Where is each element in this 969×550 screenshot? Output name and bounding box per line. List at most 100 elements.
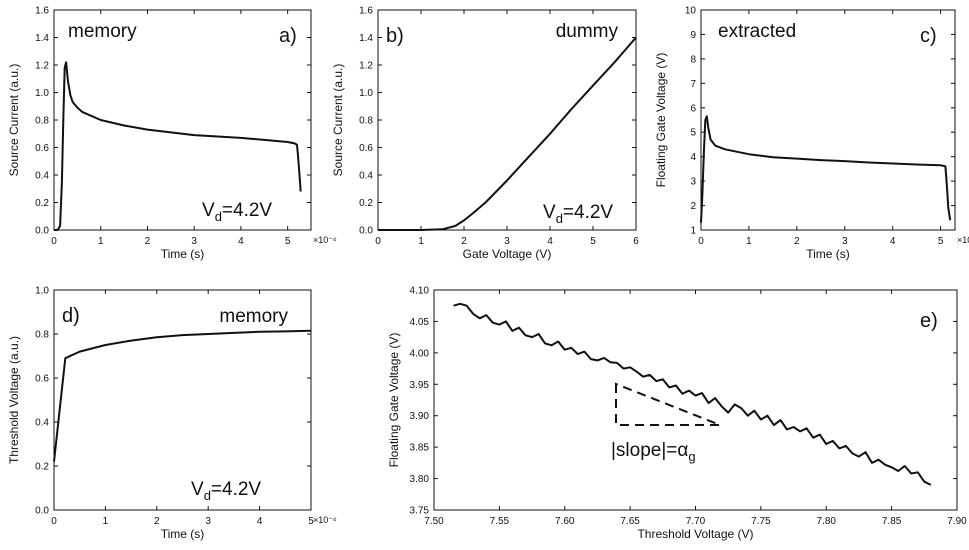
y-tick-label: 6: [690, 103, 696, 114]
x-tick-label: 7.50: [424, 516, 444, 527]
y-tick-label: 0.2: [35, 198, 49, 209]
y-tick-label: 1.2: [359, 61, 373, 72]
x-tick-label: 7.80: [817, 516, 837, 527]
slope-alpha: α: [677, 440, 688, 461]
panel-caption: memory: [219, 306, 288, 327]
series-line: [378, 36, 637, 231]
chart-panel-a: 0 1 2 3 4 5 0.0 0.2 0.4 0.6 0.8 1.0 1.2 1.4 1.6 Time (s…: [7, 6, 337, 262]
x-tick-label: 3: [205, 516, 211, 527]
drain-voltage-annotation: Vd=4.2V: [202, 200, 272, 224]
annotation-rest: =4.2V: [211, 479, 262, 500]
annotation-subscript: d: [215, 209, 222, 224]
slope-annotation: |slope|=αg: [611, 440, 696, 464]
x-tick-label: 4: [238, 236, 244, 247]
y-tick-label: 0.4: [35, 418, 49, 429]
y-tick-label: 3.80: [410, 474, 430, 485]
y-tick-label: 0.6: [35, 143, 49, 154]
y-tick-label: 3.90: [410, 411, 430, 422]
x-offset-label: ×10⁻⁶: [957, 235, 969, 245]
x-axis-label: Time (s): [161, 247, 205, 261]
plot-frame: [53, 9, 312, 231]
chart-panel-e: 7.50 7.55 7.60 7.65 7.70 7.75 7.80 7.85 7.90 3.75…: [387, 286, 967, 542]
y-tick-label: 0.4: [35, 171, 49, 182]
panel-letter: e): [920, 310, 938, 332]
x-tick-label: 6: [633, 236, 639, 247]
x-tick-label: 1: [103, 516, 109, 527]
x-tick-label: 1: [746, 236, 752, 247]
y-tick-label: 10: [685, 6, 697, 17]
panel-caption: dummy: [556, 21, 619, 42]
x-tick-label: 5: [938, 236, 944, 247]
y-tick-label: 0.6: [359, 143, 373, 154]
x-tick-label: 7.60: [555, 516, 575, 527]
annotation-rest: =4.2V: [222, 200, 273, 221]
y-tick-label: 1.4: [35, 33, 49, 44]
y-tick-label: 8: [690, 54, 696, 65]
panel-caption: extracted: [718, 21, 796, 42]
panel-caption: memory: [68, 21, 137, 42]
slope-prefix: |slope|=: [611, 440, 677, 461]
y-tick-label: 0.8: [35, 116, 49, 127]
annotation-main: V: [191, 479, 204, 500]
y-tick-label: 0.2: [35, 462, 49, 473]
x-tick-label: 5: [285, 236, 291, 247]
x-tick-label: 3: [191, 236, 197, 247]
x-tick-label: 0: [51, 236, 57, 247]
panel-letter: d): [62, 305, 80, 327]
y-tick-label: 1.0: [35, 88, 49, 99]
y-tick-label: 1.4: [359, 33, 373, 44]
x-tick-label: 4: [257, 516, 263, 527]
x-axis-label: Time (s): [806, 247, 850, 261]
panel-letter: a): [279, 25, 297, 47]
x-tick-label: 2: [461, 236, 467, 247]
slope-subscript: g: [688, 449, 695, 464]
y-tick-label: 4: [690, 152, 696, 163]
x-tick-label: 7.85: [882, 516, 902, 527]
x-offset-label: ×10⁻⁶: [313, 235, 337, 245]
x-offset-label: ×10⁻⁶: [313, 515, 337, 525]
plot-frame: [53, 289, 312, 511]
y-tick-label: 1.0: [35, 286, 49, 297]
y-tick-label: 3.75: [410, 506, 430, 517]
panel-letter: b): [386, 25, 404, 47]
y-tick-label: 1.6: [359, 6, 373, 17]
y-tick-label: 0.8: [359, 116, 373, 127]
y-tick-label: 7: [690, 79, 696, 90]
drain-voltage-annotation: Vd=4.2V: [191, 479, 261, 503]
x-tick-label: 7.75: [751, 516, 771, 527]
panel-letter: c): [920, 25, 937, 47]
chart-panel-b: 0 1 2 3 4 5 6 0.0 0.2 0.4 0.6 0.8 1.0 1.2 1.4 1.6 Gate V…: [331, 6, 639, 262]
series-line: [54, 61, 302, 231]
y-tick-label: 3.95: [410, 380, 430, 391]
x-tick-label: 4: [890, 236, 896, 247]
x-tick-label: 5: [308, 516, 314, 527]
annotation-main: V: [202, 200, 215, 221]
y-tick-label: 1.6: [35, 6, 49, 17]
x-tick-label: 1: [418, 236, 424, 247]
x-tick-label: 7.65: [620, 516, 640, 527]
x-tick-label: 3: [842, 236, 848, 247]
annotation-subscript: d: [204, 488, 211, 503]
y-axis-label: Source Current (a.u.): [331, 64, 345, 177]
y-tick-label: 3: [690, 177, 696, 188]
plot-frame: [377, 9, 637, 231]
x-tick-label: 5: [590, 236, 596, 247]
y-tick-label: 9: [690, 30, 696, 41]
series-line: [53, 329, 312, 462]
y-tick-label: 3.85: [410, 443, 430, 454]
y-axis-label: Floating Gate Voltage (V): [654, 53, 668, 188]
drain-voltage-annotation: Vd=4.2V: [543, 202, 613, 226]
y-tick-label: 0.8: [35, 330, 49, 341]
x-tick-label: 2: [154, 516, 160, 527]
x-tick-label: 3: [504, 236, 510, 247]
y-axis-label: Threshold Voltage (a.u.): [7, 336, 21, 464]
y-tick-label: 4.10: [410, 286, 430, 297]
y-tick-label: 0.4: [359, 171, 373, 182]
x-tick-label: 2: [145, 236, 151, 247]
x-axis-label: Time (s): [161, 527, 205, 541]
x-tick-label: 7.70: [686, 516, 706, 527]
y-tick-label: 1.2: [35, 61, 49, 72]
x-tick-label: 7.90: [947, 516, 967, 527]
